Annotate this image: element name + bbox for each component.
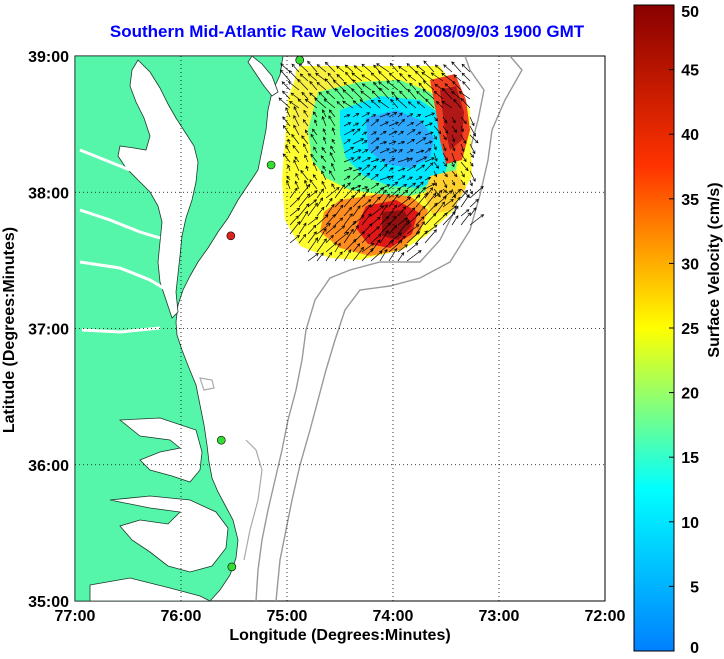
delaware-bay — [247, 56, 279, 97]
y-tick-label: 37:00 — [28, 322, 69, 339]
velocity-vectors — [278, 60, 485, 262]
x-tick-label: 75:00 — [267, 608, 308, 625]
colorbar-tick-label: 25 — [681, 321, 699, 338]
colorbar-tick-label: 5 — [690, 579, 699, 596]
colorbar-tick-label: 35 — [681, 192, 699, 209]
bathymetry-contour — [199, 377, 263, 561]
colorbar — [633, 4, 675, 652]
river-inlets — [79, 148, 171, 334]
x-axis-title: Longitude (Degrees:Minutes) — [229, 627, 450, 644]
radar-station-marker — [226, 231, 236, 241]
stations — [216, 56, 305, 572]
pamlico-sound-south — [109, 495, 229, 573]
colorbar-tick-label: 10 — [681, 515, 699, 532]
map-title: Southern Mid-Atlantic Raw Velocities 200… — [109, 22, 585, 41]
colorbar-tick-label: 45 — [681, 63, 699, 80]
x-tick-label: 77:00 — [55, 608, 96, 625]
y-axis-ticks: 39:00 38:00 37:00 36:00 35:00 — [28, 49, 69, 611]
y-tick-label: 39:00 — [28, 49, 69, 66]
grid-lines — [75, 56, 605, 601]
bathymetry-contour — [255, 56, 485, 601]
colorbar-label: Surface Velocity (cm/s) — [706, 182, 723, 357]
x-tick-label: 72:00 — [585, 608, 626, 625]
y-axis-title: Latitude (Degrees:Minutes) — [1, 227, 18, 433]
radar-station-marker — [266, 160, 276, 170]
y-tick-label: 35:00 — [28, 594, 69, 611]
radar-station-marker — [227, 562, 237, 572]
x-tick-label: 73:00 — [479, 608, 520, 625]
y-tick-label: 38:00 — [28, 185, 69, 202]
x-tick-label: 74:00 — [373, 608, 414, 625]
chesapeake-bay — [117, 59, 199, 319]
colorbar-tick-label: 15 — [681, 450, 699, 467]
colorbar-tick-label: 20 — [681, 386, 699, 403]
colorbar-tick-label: 30 — [681, 256, 699, 273]
bathymetry-contour — [275, 56, 523, 601]
x-tick-label: 76:00 — [161, 608, 202, 625]
radar-station-marker — [216, 435, 226, 445]
y-tick-label: 36:00 — [28, 458, 69, 475]
x-axis-ticks: 77:00 76:00 75:00 74:00 73:00 72:00 — [55, 608, 626, 625]
radar-station-marker — [295, 56, 305, 65]
colorbar-tick-label: 40 — [681, 127, 699, 144]
nc-coast-south — [89, 577, 211, 601]
colorbar-tick-label: 50 — [681, 4, 699, 21]
pamlico-sound — [118, 417, 203, 483]
colorbar-tick-label: 0 — [690, 640, 699, 657]
